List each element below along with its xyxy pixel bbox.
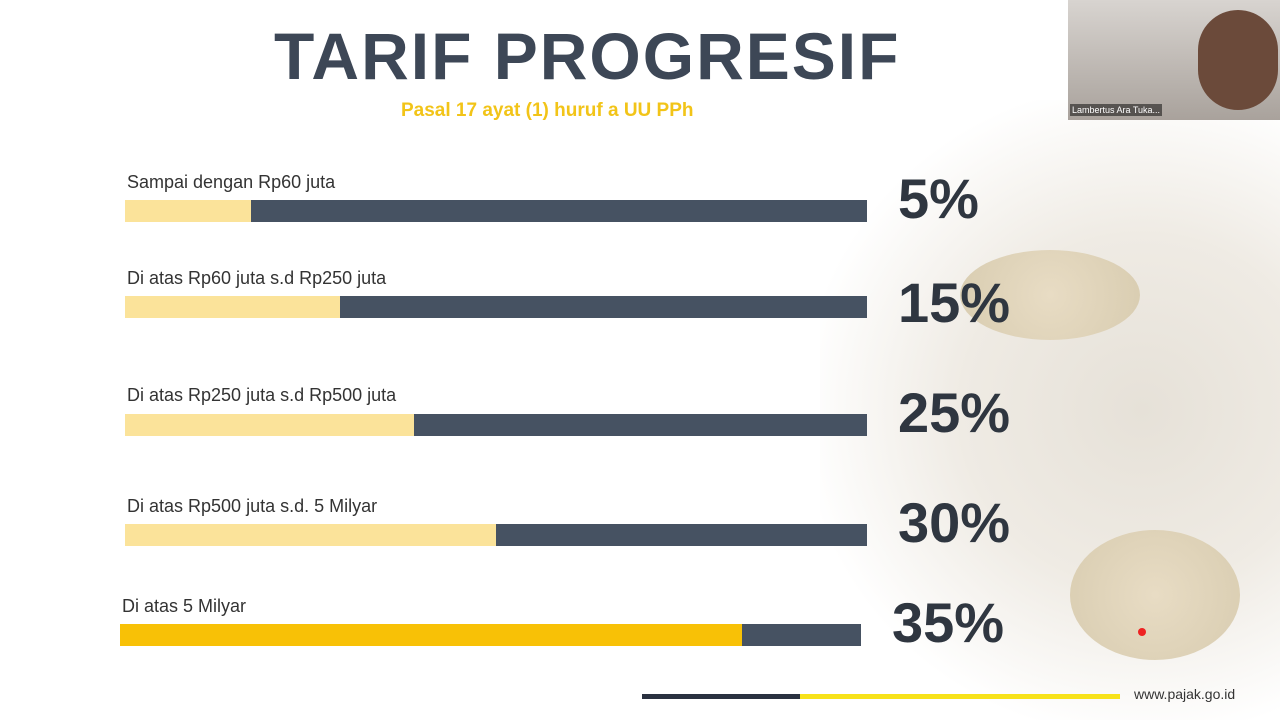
bracket-bar-fill [120, 624, 743, 646]
coin-image [1070, 530, 1240, 660]
bracket-bar-fill [125, 414, 415, 436]
slide-subtitle: Pasal 17 ayat (1) huruf a UU PPh [401, 100, 694, 121]
bracket-rate: 15% [898, 271, 1011, 334]
bracket-bar [125, 200, 867, 222]
bracket-bar [125, 414, 867, 436]
bracket-label: Sampai dengan Rp60 juta [127, 172, 336, 192]
participant-avatar [1198, 10, 1278, 110]
bracket-rate: 30% [898, 491, 1011, 554]
bracket-bar [125, 296, 867, 318]
bracket-bar-fill [125, 296, 341, 318]
bracket-bar [120, 624, 861, 646]
bracket-rate: 35% [892, 591, 1005, 654]
coin-image [960, 250, 1140, 340]
slide-title: TARIF PROGRESIF [274, 19, 901, 93]
footer-url: www.pajak.go.id [1134, 686, 1236, 702]
footer-line-dark [642, 694, 800, 699]
laser-pointer [1138, 628, 1146, 636]
bracket-rate: 25% [898, 381, 1011, 444]
footer-line-yellow [800, 694, 1120, 699]
bracket-bar-fill [125, 524, 496, 546]
bracket-label: Di atas Rp60 juta s.d Rp250 juta [127, 268, 387, 288]
bracket-label: Di atas Rp250 juta s.d Rp500 juta [127, 385, 397, 405]
participant-video[interactable]: Lambertus Ara Tuka... [1068, 0, 1280, 120]
bracket-rate: 5% [898, 167, 979, 230]
bracket-label: Di atas Rp500 juta s.d. 5 Milyar [127, 496, 378, 516]
bracket-label: Di atas 5 Milyar [122, 596, 247, 616]
bracket-bar-fill [125, 200, 252, 222]
bracket-bar [125, 524, 867, 546]
participant-name: Lambertus Ara Tuka... [1070, 104, 1163, 116]
